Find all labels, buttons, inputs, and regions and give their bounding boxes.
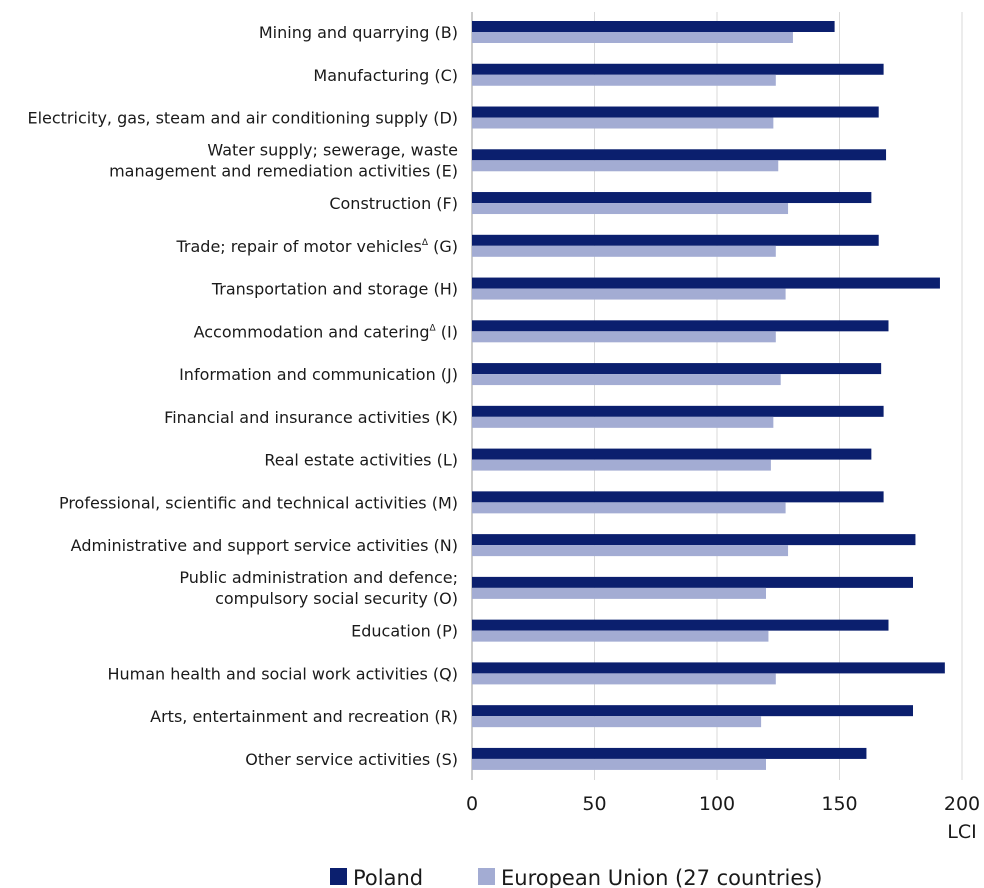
category-label: Transportation and storage (H): [211, 280, 458, 299]
bar-eu-7: [472, 331, 776, 343]
category-label: Electricity, gas, steam and air conditio…: [27, 109, 458, 128]
category-label: Administrative and support service activ…: [71, 536, 458, 555]
legend-swatch-poland: [330, 868, 347, 885]
x-tick-label-100: 100: [699, 793, 735, 815]
x-tick-label-50: 50: [582, 793, 606, 815]
bar-poland-4: [472, 192, 872, 204]
category-label: Trade; repair of motor vehiclesΔ (G): [176, 237, 459, 256]
x-axis-ticks: 0 50 100 150 200: [466, 793, 980, 815]
bar-eu-0: [472, 32, 793, 43]
category-label: Arts, entertainment and recreation (R): [150, 707, 458, 726]
bar-poland-0: [472, 21, 835, 32]
bar-eu-3: [472, 160, 779, 172]
category-label: Mining and quarrying (B): [259, 23, 458, 42]
bar-eu-8: [472, 374, 781, 386]
x-tick-label-200: 200: [944, 793, 980, 815]
x-tick-label-150: 150: [821, 793, 857, 815]
bar-eu-14: [472, 630, 769, 642]
bar-poland-5: [472, 234, 879, 246]
bar-poland-8: [472, 363, 882, 375]
x-axis-unit-label: LCI: [947, 821, 976, 843]
bar-poland-2: [472, 106, 879, 118]
category-label: Real estate activities (L): [264, 451, 458, 470]
category-label: Accommodation and cateringΔ (I): [194, 322, 458, 341]
legend-label-eu: European Union (27 countries): [501, 866, 822, 888]
bar-eu-12: [472, 545, 789, 557]
bar-eu-17: [472, 758, 766, 770]
category-label: Human health and social work activities …: [107, 664, 458, 683]
bar-eu-5: [472, 245, 776, 257]
bar-eu-6: [472, 288, 786, 300]
category-label: Water supply; sewerage, waste management …: [109, 140, 458, 180]
category-label: Information and communication (J): [179, 365, 458, 384]
x-tick-label-0: 0: [466, 793, 478, 815]
bar-eu-10: [472, 459, 771, 471]
bar-poland-10: [472, 448, 872, 460]
bar-poland-9: [472, 405, 884, 417]
category-label: Professional, scientific and technical a…: [59, 493, 458, 512]
category-label: Education (P): [351, 622, 458, 641]
bar-poland-1: [472, 63, 884, 75]
category-label: Other service activities (S): [245, 750, 458, 769]
bar-poland-6: [472, 277, 940, 289]
bar-eu-4: [472, 203, 789, 215]
legend-swatch-eu: [478, 868, 495, 885]
category-label: Manufacturing (C): [313, 66, 458, 85]
bar-poland-15: [472, 662, 945, 674]
category-label: Public administration and defence; compul…: [179, 568, 458, 608]
bar-eu-2: [472, 117, 774, 129]
bar-eu-9: [472, 416, 774, 428]
legend-label-poland: Poland: [353, 866, 423, 888]
bar-eu-15: [472, 673, 776, 685]
bar-eu-16: [472, 716, 762, 728]
bar-eu-13: [472, 587, 766, 599]
bar-eu-1: [472, 74, 776, 86]
category-label: Financial and insurance activities (K): [164, 408, 458, 427]
bar-poland-14: [472, 619, 889, 631]
bar-poland-7: [472, 320, 889, 332]
bar-eu-11: [472, 502, 786, 514]
gridlines: [471, 12, 963, 780]
legend: Poland European Union (27 countries): [330, 866, 822, 888]
category-labels: Mining and quarrying (B) Manufacturing (C…: [27, 23, 458, 769]
bar-poland-11: [472, 491, 884, 503]
bar-poland-12: [472, 534, 916, 546]
bar-poland-16: [472, 705, 913, 717]
bars: [472, 21, 945, 770]
bar-poland-13: [472, 576, 913, 588]
category-label: Construction (F): [329, 194, 458, 213]
bar-poland-3: [472, 149, 887, 161]
bar-poland-17: [472, 747, 867, 759]
